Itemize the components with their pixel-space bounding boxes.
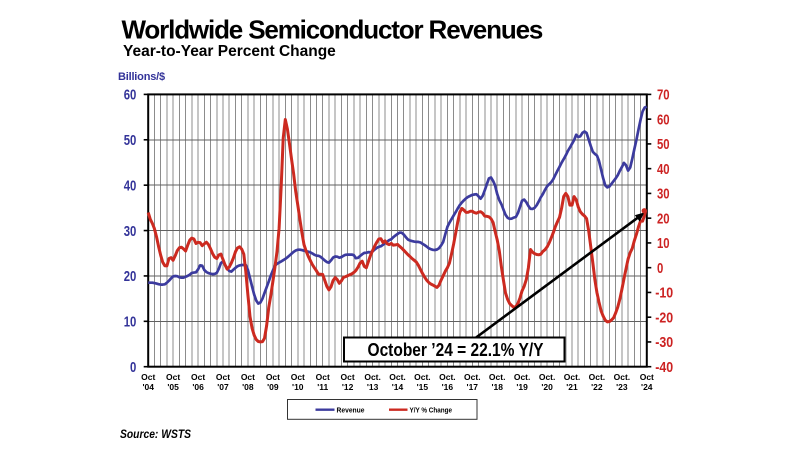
- svg-text:70: 70: [657, 88, 670, 104]
- svg-text:-20: -20: [655, 311, 673, 327]
- svg-text:Oct: Oct: [316, 372, 330, 382]
- svg-text:Worldwide Semiconductor Revenu: Worldwide Semiconductor Revenues: [122, 15, 543, 45]
- svg-text:10: 10: [657, 236, 670, 252]
- svg-text:60: 60: [124, 88, 137, 104]
- svg-text:'12: '12: [342, 382, 354, 392]
- svg-text:'04: '04: [142, 382, 154, 392]
- svg-text:Oct: Oct: [241, 372, 255, 382]
- svg-text:-40: -40: [655, 360, 673, 376]
- svg-text:Oct.: Oct.: [514, 372, 531, 382]
- svg-text:'14: '14: [392, 382, 404, 392]
- svg-text:0: 0: [130, 360, 136, 376]
- svg-text:Oct.: Oct.: [464, 372, 481, 382]
- svg-text:-10: -10: [655, 286, 673, 302]
- svg-text:Oct.: Oct.: [364, 372, 381, 382]
- svg-text:Oct.: Oct.: [589, 372, 606, 382]
- svg-text:Oct: Oct: [291, 372, 305, 382]
- svg-text:'11: '11: [317, 382, 328, 392]
- svg-text:'22: '22: [591, 382, 603, 392]
- svg-text:30: 30: [657, 187, 670, 203]
- svg-text:Oct.: Oct.: [389, 372, 406, 382]
- svg-text:Oct.: Oct.: [439, 372, 456, 382]
- svg-text:'07: '07: [217, 382, 229, 392]
- svg-text:'16: '16: [442, 382, 454, 392]
- svg-text:50: 50: [657, 137, 670, 153]
- svg-text:Year-to-Year Percent Change: Year-to-Year Percent Change: [123, 43, 336, 60]
- svg-text:20: 20: [657, 212, 670, 228]
- svg-text:'24: '24: [641, 382, 653, 392]
- svg-text:'19: '19: [516, 382, 528, 392]
- svg-text:'09: '09: [267, 382, 279, 392]
- svg-text:'18: '18: [491, 382, 503, 392]
- svg-text:60: 60: [657, 113, 670, 129]
- svg-text:0: 0: [657, 261, 663, 277]
- svg-text:Oct.: Oct.: [489, 372, 506, 382]
- svg-text:'15: '15: [417, 382, 429, 392]
- svg-text:'23: '23: [616, 382, 628, 392]
- svg-text:Billions/$: Billions/$: [118, 71, 165, 83]
- svg-text:Oct.: Oct.: [564, 372, 581, 382]
- svg-text:'13: '13: [367, 382, 379, 392]
- svg-text:'17: '17: [467, 382, 479, 392]
- svg-text:Oct: Oct: [266, 372, 280, 382]
- svg-text:Y/Y % Change: Y/Y % Change: [410, 407, 453, 414]
- svg-text:'20: '20: [541, 382, 553, 392]
- svg-text:30: 30: [124, 224, 137, 240]
- svg-text:Oct: Oct: [191, 372, 205, 382]
- svg-text:Oct.: Oct.: [414, 372, 431, 382]
- svg-text:Oct.: Oct.: [539, 372, 556, 382]
- svg-text:Oct: Oct: [141, 372, 155, 382]
- svg-text:50: 50: [124, 133, 137, 149]
- svg-text:Source: WSTS: Source: WSTS: [120, 429, 191, 441]
- svg-text:10: 10: [124, 315, 137, 331]
- svg-text:October ’24 = 22.1% Y/Y: October ’24 = 22.1% Y/Y: [368, 340, 544, 360]
- svg-text:Revenue: Revenue: [337, 407, 365, 414]
- svg-text:40: 40: [657, 162, 670, 178]
- svg-text:'10: '10: [292, 382, 304, 392]
- svg-text:Oct: Oct: [341, 372, 355, 382]
- svg-text:Oct: Oct: [216, 372, 230, 382]
- svg-text:'21: '21: [566, 382, 578, 392]
- svg-text:Oct: Oct: [166, 372, 180, 382]
- svg-text:20: 20: [124, 269, 137, 285]
- svg-text:'06: '06: [192, 382, 204, 392]
- svg-text:Oct: Oct: [640, 372, 654, 382]
- svg-text:'08: '08: [242, 382, 254, 392]
- svg-text:-30: -30: [655, 335, 673, 351]
- svg-text:Oct.: Oct.: [614, 372, 631, 382]
- svg-text:40: 40: [124, 179, 137, 195]
- svg-text:'05: '05: [167, 382, 179, 392]
